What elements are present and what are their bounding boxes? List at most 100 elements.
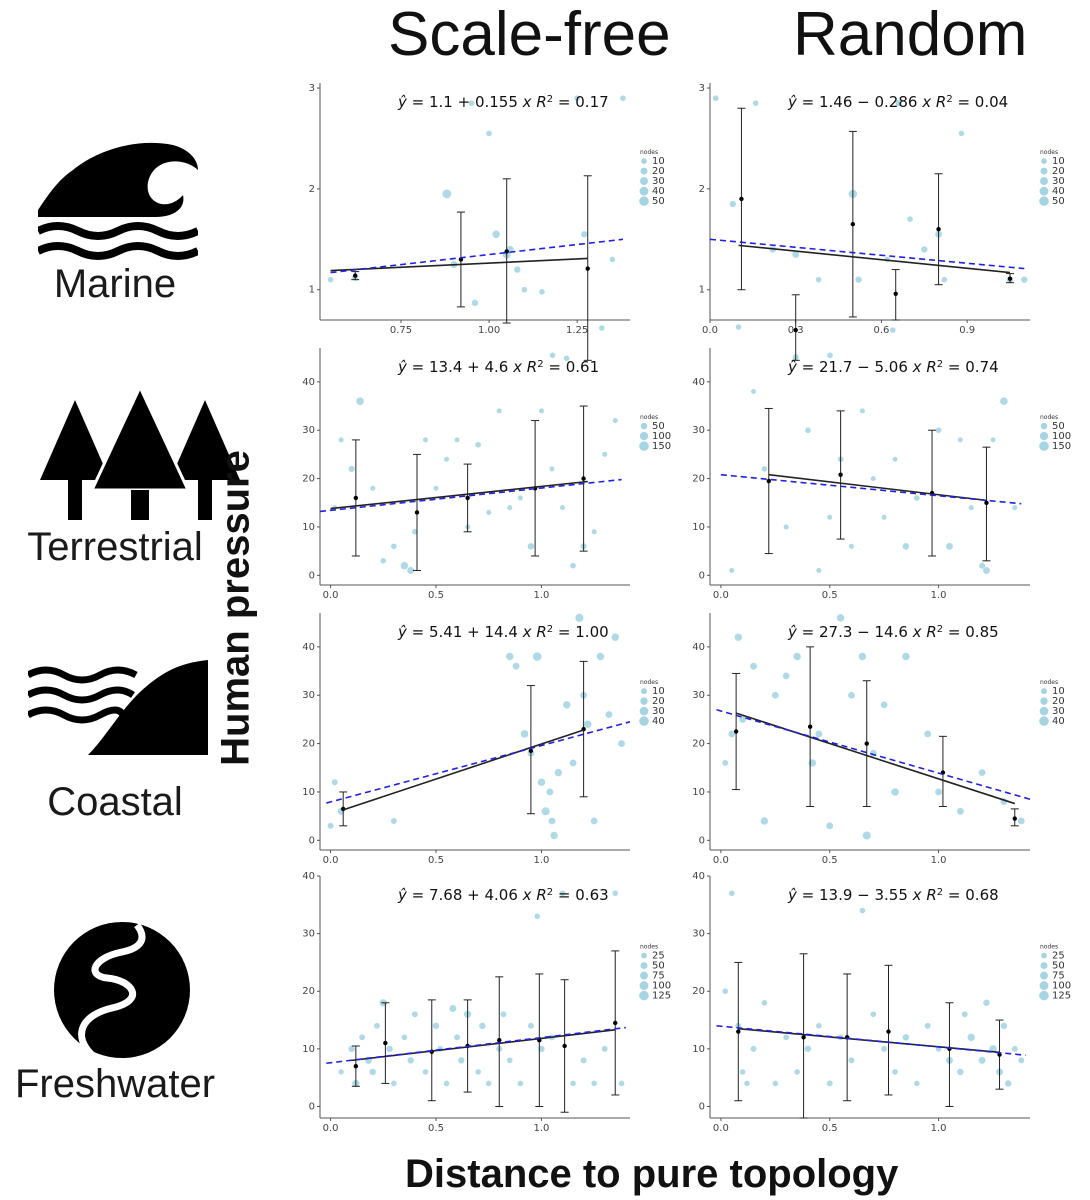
river-icon [54, 922, 190, 1058]
row-label-terrestrial: Terrestrial [27, 525, 203, 569]
data-point [782, 672, 790, 680]
data-point [496, 408, 502, 414]
legend-marker [641, 952, 647, 959]
legend-label: 150 [1052, 441, 1071, 452]
y-tick-label: 0 [309, 1101, 315, 1112]
data-point [507, 505, 513, 511]
legend-label: 20 [1052, 696, 1065, 707]
data-point [751, 389, 757, 395]
data-point [620, 95, 626, 101]
legend-label: 50 [652, 961, 665, 972]
data-point [752, 100, 759, 106]
data-point [761, 999, 768, 1006]
data-point [793, 652, 801, 661]
legend-marker [1040, 177, 1048, 186]
y-tick-label: 30 [302, 690, 315, 701]
data-point [517, 495, 523, 501]
data-point [750, 1045, 757, 1052]
legend-title: nodes [640, 944, 658, 951]
fit-line [351, 1029, 616, 1062]
legend-marker [640, 167, 648, 175]
x-tick-label: 0.5 [822, 1123, 838, 1134]
data-point [554, 768, 563, 777]
y-tick-label: 30 [692, 425, 705, 436]
data-point [443, 1080, 450, 1087]
data-point [581, 231, 588, 238]
x-tick-label: 1.0 [931, 855, 947, 866]
data-point [401, 1034, 408, 1041]
y-tick-label: 30 [302, 929, 315, 940]
legend-marker [1039, 990, 1049, 1001]
legend-title: nodes [1040, 679, 1058, 686]
y-tick-label: 0 [309, 835, 315, 846]
data-point [982, 567, 990, 574]
data-point [826, 822, 834, 830]
x-tick-label: 1.25 [566, 325, 588, 336]
data-point [449, 1005, 457, 1013]
data-point [826, 1080, 833, 1087]
data-point [1004, 1080, 1012, 1087]
trend-line [709, 238, 1025, 270]
legend-title: nodes [640, 679, 658, 686]
legend-label: 50 [652, 196, 665, 207]
trend-line [716, 708, 1031, 800]
data-point [1012, 505, 1018, 511]
x-tick-label: 0.0 [713, 1123, 729, 1134]
legend-marker [639, 186, 649, 196]
y-tick-label: 40 [302, 642, 315, 653]
legend-marker [1041, 158, 1047, 164]
legend-label: 40 [1052, 186, 1065, 197]
x-tick-label: 0.75 [390, 325, 412, 336]
regression-equation: ŷ = 5.41 + 14.4 x R2 = 1.00 [397, 623, 609, 641]
data-point [739, 716, 747, 723]
data-point [816, 567, 822, 574]
mean-point [562, 1043, 567, 1049]
legend-label: 75 [652, 971, 665, 982]
legend-label: 100 [1052, 981, 1071, 992]
data-point [961, 1011, 968, 1018]
data-point [859, 408, 865, 414]
data-point [458, 1057, 465, 1064]
data-point [500, 1011, 507, 1018]
data-point [805, 427, 811, 434]
mean-point [497, 1038, 502, 1043]
x-tick-label: 1.0 [533, 1123, 549, 1134]
x-tick-label: 1.0 [533, 855, 549, 866]
data-point [735, 324, 742, 330]
y-tick-label: 10 [302, 1044, 315, 1055]
x-tick-label: 0.9 [959, 325, 975, 336]
y-tick-label: 10 [302, 522, 315, 533]
legend-marker [1040, 971, 1048, 980]
y-tick-label: 10 [692, 1044, 705, 1055]
data-point [602, 451, 608, 457]
data-point [550, 831, 558, 840]
mean-point [886, 1029, 891, 1034]
data-point [601, 1045, 608, 1052]
data-point [370, 485, 376, 491]
data-point [794, 1069, 800, 1075]
legend-label: 150 [652, 441, 671, 452]
fit-line [735, 712, 1016, 805]
data-point [612, 890, 619, 897]
trend-line [330, 238, 624, 274]
data-point [990, 437, 996, 443]
data-point [444, 456, 450, 462]
mean-point [528, 748, 534, 754]
data-point [848, 1057, 855, 1064]
data-point [858, 652, 867, 661]
mean-point [893, 291, 898, 296]
data-point [967, 1033, 975, 1042]
data-point [892, 1069, 898, 1075]
legend-title: nodes [1040, 149, 1058, 156]
trend-line [326, 721, 631, 804]
data-point [574, 95, 580, 101]
data-point [728, 730, 736, 738]
data-point [512, 662, 520, 670]
data-point [729, 200, 737, 208]
data-point [804, 1045, 812, 1053]
row-label-freshwater: Freshwater [14, 1062, 216, 1106]
mean-point [465, 495, 470, 501]
data-point [411, 1011, 418, 1018]
data-point [957, 437, 963, 443]
